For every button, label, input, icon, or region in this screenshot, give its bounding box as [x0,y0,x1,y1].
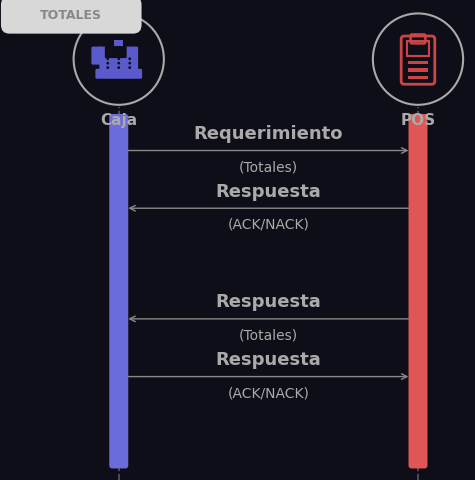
FancyBboxPatch shape [114,41,123,49]
Circle shape [106,67,109,70]
FancyBboxPatch shape [408,69,428,72]
Circle shape [128,58,131,61]
FancyBboxPatch shape [408,61,428,65]
Text: (Totales): (Totales) [239,160,298,174]
Circle shape [373,14,463,106]
FancyBboxPatch shape [408,115,428,468]
FancyBboxPatch shape [109,115,128,468]
Circle shape [74,14,164,106]
Circle shape [106,58,109,61]
Text: POS: POS [400,113,436,128]
Text: Respuesta: Respuesta [216,350,321,368]
Circle shape [106,62,109,65]
FancyBboxPatch shape [408,77,428,80]
Text: (ACK/NACK): (ACK/NACK) [228,385,309,399]
Text: Respuesta: Respuesta [216,182,321,200]
Text: (ACK/NACK): (ACK/NACK) [228,217,309,231]
Circle shape [117,62,120,65]
Circle shape [128,67,131,70]
FancyBboxPatch shape [105,47,127,59]
Text: Caja: Caja [100,113,137,128]
Circle shape [117,67,120,70]
Text: Requerimiento: Requerimiento [194,125,343,143]
Circle shape [117,58,120,61]
FancyBboxPatch shape [95,70,142,80]
FancyBboxPatch shape [99,48,138,72]
Text: TOTALES: TOTALES [40,9,102,23]
FancyBboxPatch shape [91,48,102,65]
Text: (Totales): (Totales) [239,328,298,342]
Circle shape [128,62,131,65]
FancyBboxPatch shape [1,0,142,35]
Text: Respuesta: Respuesta [216,293,321,311]
